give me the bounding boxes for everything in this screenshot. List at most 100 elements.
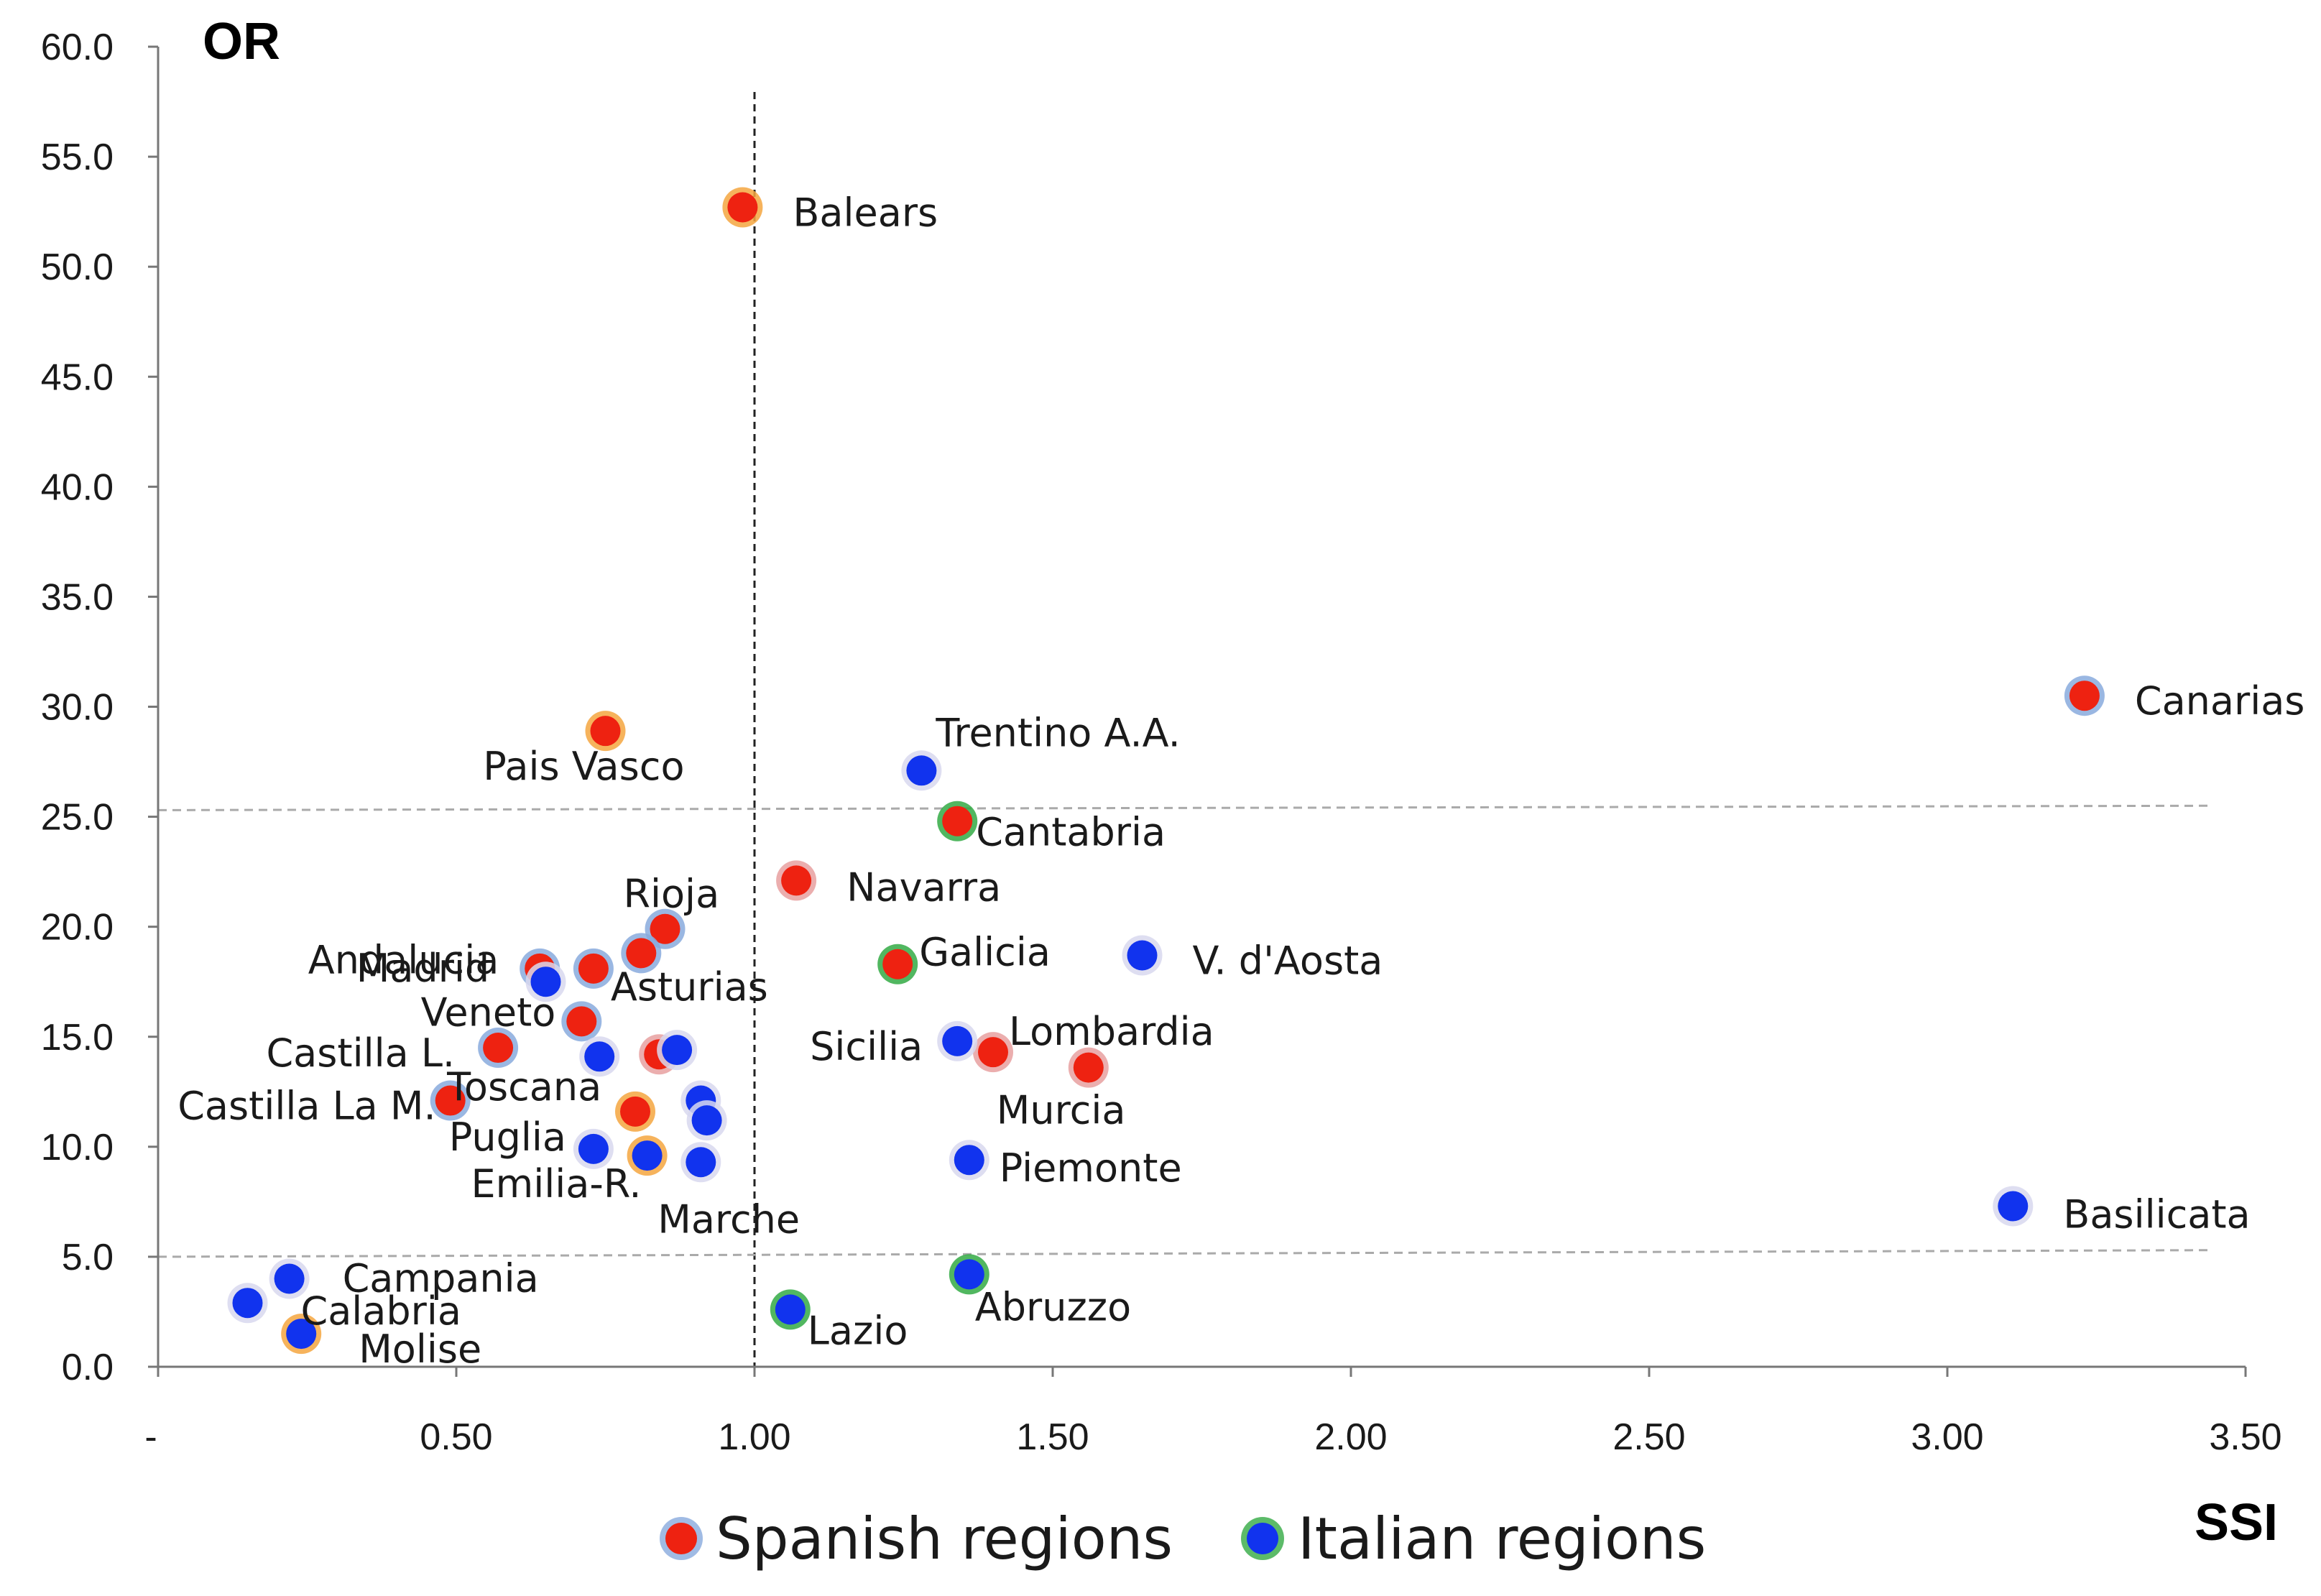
point-lazio — [770, 1289, 811, 1330]
point-campania — [269, 1258, 310, 1299]
y-axis-title: OR — [203, 13, 280, 70]
point-marker — [1073, 1052, 1104, 1083]
point-marker — [286, 1319, 317, 1350]
x-tick-label: - — [144, 1416, 157, 1458]
point-marker — [942, 1025, 973, 1056]
point-sicilia — [937, 1020, 978, 1061]
x-tick-label: 2.50 — [1612, 1416, 1685, 1458]
x-tick-label: 3.00 — [1911, 1416, 1983, 1458]
point-label-balears: Balears — [793, 190, 938, 236]
point-molise — [281, 1314, 322, 1355]
point-label-lombardia: Lombardia — [1009, 1009, 1214, 1054]
point-label-abruzzo: Abruzzo — [975, 1284, 1131, 1329]
point-labels: Balears Canarias Pais Vasco Cantabria Navarr… — [177, 190, 2304, 1373]
point-marker — [978, 1037, 1008, 1068]
point-emilia-r- — [627, 1135, 668, 1176]
point-marker — [1998, 1191, 2029, 1222]
y-tick-label: 5.0 — [62, 1237, 114, 1278]
point-marker — [727, 192, 758, 223]
point-marker — [2069, 681, 2100, 711]
x-tick-label: 0.50 — [420, 1416, 492, 1458]
point-label-castilla-l-: Castilla L. — [266, 1030, 455, 1076]
point-label-andalucia: Andalucia — [308, 937, 499, 982]
point-canarias — [2064, 675, 2105, 716]
point-label-molise: Molise — [359, 1327, 481, 1372]
point-balears — [722, 187, 763, 228]
point-italian-unlabeled-13 — [579, 1036, 620, 1077]
y-tick-label: 50.0 — [41, 246, 114, 288]
point-label-v-d-aosta: V. d'Aosta — [1193, 938, 1383, 983]
point-label-rioja: Rioja — [624, 872, 720, 917]
point-italian-unlabeled-17 — [573, 1128, 614, 1169]
legend-item-spanish: Spanish regions — [660, 1505, 1173, 1572]
point-marker — [906, 755, 937, 786]
legend-label-spanish: Spanish regions — [716, 1505, 1173, 1572]
point-marker — [435, 1085, 466, 1116]
point-label-sicilia: Sicilia — [810, 1024, 923, 1069]
point-trentino-a-a- — [901, 750, 942, 791]
point-marker — [686, 1147, 716, 1178]
point-label-calabria: Calabria — [301, 1288, 461, 1334]
legend-label-italian: Italian regions — [1298, 1505, 1706, 1572]
x-tick-label: 1.50 — [1016, 1416, 1089, 1458]
legend-marker-italian — [1247, 1523, 1278, 1554]
point-castilla-l- — [478, 1028, 519, 1069]
point-pais-vasco — [585, 711, 626, 752]
point-marker — [620, 1096, 650, 1127]
point-marker — [590, 716, 621, 747]
x-axis-title: SSI — [2195, 1494, 2278, 1551]
point-label-puglia: Puglia — [449, 1115, 566, 1160]
point-label-lazio: Lazio — [808, 1308, 908, 1353]
point-v-d-aosta — [1122, 935, 1163, 976]
y-axis-ticks: 0.0 5.0 10.0 15.0 20.0 25.0 30.0 35.0 40.0 45.0 50… — [41, 27, 158, 1388]
point-label-veneto: Veneto — [421, 990, 556, 1035]
y-tick-label: 40.0 — [41, 466, 114, 508]
point-cantabria — [937, 801, 978, 841]
point-marker — [662, 1035, 693, 1066]
y-tick-label: 35.0 — [41, 576, 114, 618]
point-abruzzo — [949, 1254, 989, 1295]
point-basilicata — [1993, 1186, 2034, 1227]
point-label-canarias: Canarias — [2135, 678, 2305, 724]
point-marker — [691, 1105, 722, 1136]
point-marker — [775, 1294, 806, 1325]
y-tick-label: 10.0 — [41, 1127, 114, 1168]
y-tick-label: 30.0 — [41, 687, 114, 729]
point-marker — [781, 865, 812, 896]
point-navarra — [776, 860, 817, 901]
point-marker — [274, 1263, 305, 1294]
point-calabria — [227, 1283, 268, 1324]
point-label-campania: Campania — [343, 1256, 539, 1301]
y-tick-label: 55.0 — [41, 137, 114, 178]
y-tick-label: 0.0 — [62, 1347, 114, 1388]
point-marker — [566, 1006, 597, 1037]
x-tick-label: 3.50 — [2209, 1416, 2281, 1458]
y-tick-label: 15.0 — [41, 1017, 114, 1058]
point-label-murcia: Murcia — [997, 1088, 1126, 1133]
point-lombardia — [973, 1032, 1013, 1073]
point-marker — [650, 913, 680, 944]
legend-marker-spanish — [665, 1523, 697, 1554]
reference-lines — [157, 92, 2210, 1367]
x-axis-ticks: - 0.50 1.00 1.50 2.00 2.50 3.00 3.50 — [144, 1367, 2282, 1458]
point-marker — [483, 1033, 514, 1064]
y-tick-label: 20.0 — [41, 907, 114, 949]
point-label-marche: Marche — [657, 1196, 800, 1242]
point-marker — [578, 1133, 609, 1164]
point-marker — [530, 967, 561, 997]
point-marche — [680, 1142, 721, 1183]
point-marker — [632, 1140, 663, 1171]
point-label-pais-vasco: Pais Vasco — [483, 744, 684, 789]
point-label-navarra: Navarra — [846, 864, 1001, 910]
legend-item-italian: Italian regions — [1241, 1505, 1706, 1572]
point-marker — [954, 1259, 984, 1290]
point-label-basilicata: Basilicata — [2063, 1191, 2250, 1237]
point-asturias — [573, 948, 614, 989]
x-tick-label: 1.00 — [718, 1416, 790, 1458]
point-marker — [232, 1288, 263, 1319]
point-italian-unlabeled-14 — [657, 1030, 698, 1071]
x-tick-label: 2.00 — [1314, 1416, 1387, 1458]
point-marker — [584, 1041, 615, 1072]
or-reference-line-0 — [157, 804, 2210, 811]
point-castilla-la-m- — [430, 1080, 471, 1121]
